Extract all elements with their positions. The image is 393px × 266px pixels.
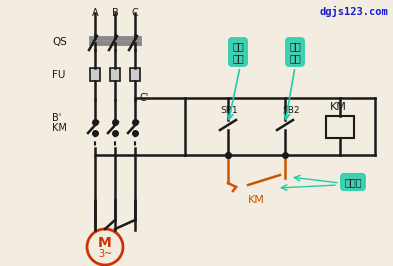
- Bar: [110, 68, 120, 81]
- Text: C: C: [132, 8, 138, 18]
- Text: 停止
按钮: 停止 按钮: [232, 41, 244, 63]
- Text: SB1: SB1: [220, 106, 238, 115]
- Bar: [326, 116, 354, 138]
- Text: dgjs123.com: dgjs123.com: [319, 6, 388, 17]
- Text: KM: KM: [248, 195, 264, 205]
- Text: 启动
按钮: 启动 按钮: [289, 41, 301, 63]
- Text: SB2: SB2: [282, 106, 299, 115]
- Text: 自保持: 自保持: [344, 177, 362, 187]
- Circle shape: [87, 229, 123, 265]
- Bar: [90, 68, 100, 81]
- Text: B: B: [112, 8, 118, 18]
- Text: KM: KM: [330, 102, 347, 112]
- Text: B': B': [52, 113, 61, 123]
- Text: M: M: [98, 236, 112, 250]
- Text: KM: KM: [52, 123, 67, 133]
- Text: QS: QS: [52, 37, 67, 47]
- Text: FU: FU: [52, 70, 65, 80]
- Text: C': C': [140, 93, 149, 103]
- Bar: [130, 68, 140, 81]
- Text: A: A: [92, 8, 98, 18]
- Text: 3~: 3~: [98, 249, 112, 259]
